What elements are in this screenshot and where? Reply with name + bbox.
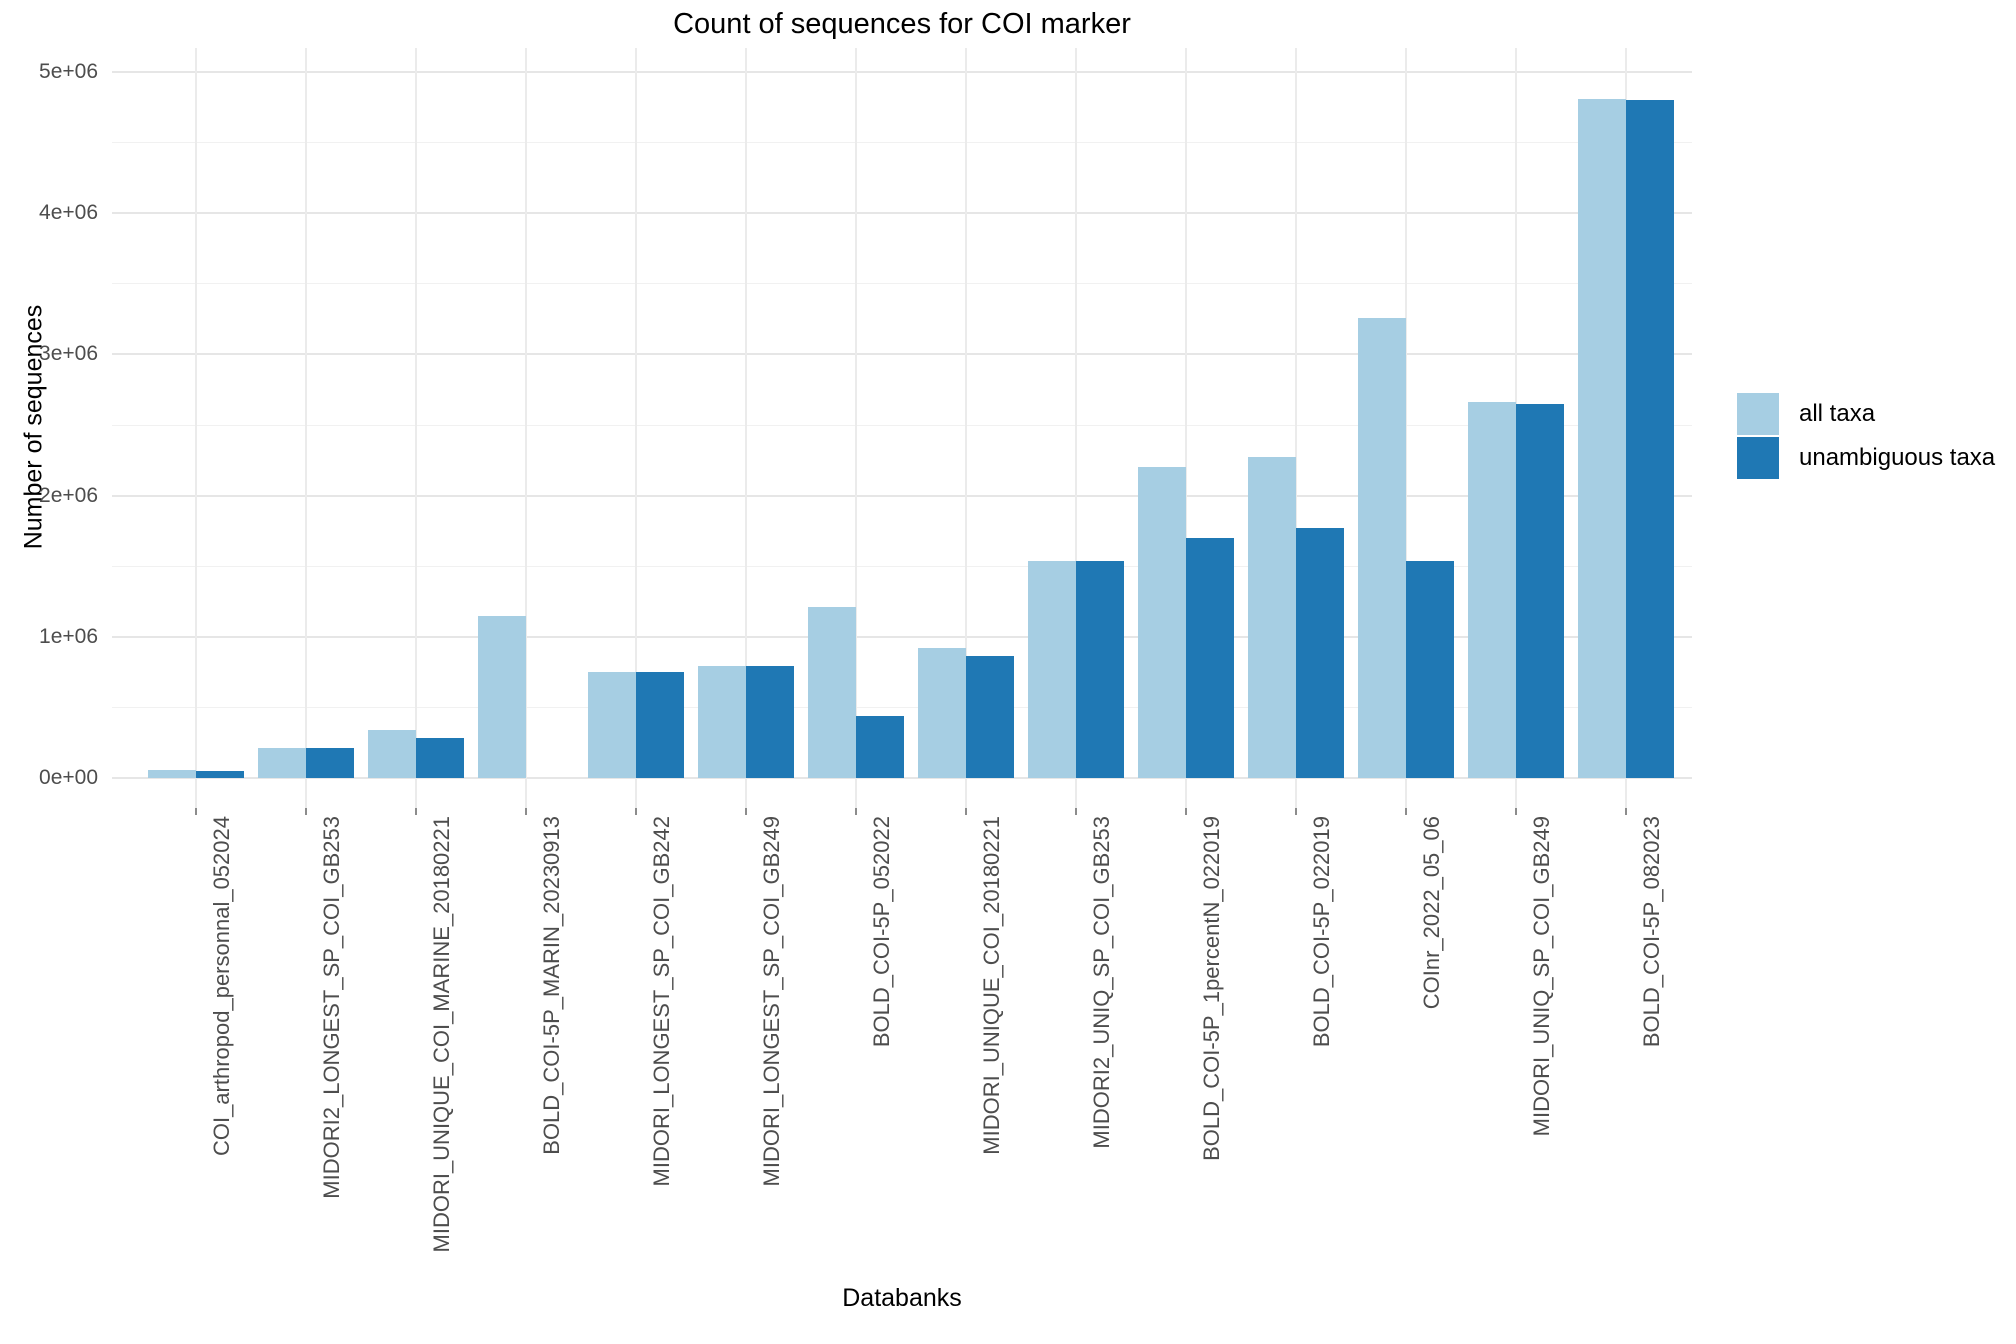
bar-all-taxa xyxy=(477,615,526,778)
x-axis-tick xyxy=(194,808,197,815)
x-axis-tick xyxy=(1074,808,1077,815)
bar-all-taxa xyxy=(1027,560,1076,778)
x-tick-label: MIDORI_LONGEST_SP_COI_GB249 xyxy=(758,816,784,1187)
x-axis-tick xyxy=(634,808,637,815)
legend-label-all-taxa: all taxa xyxy=(1799,400,1876,427)
x-axis-title: Databanks xyxy=(842,1284,962,1312)
gridline-minor xyxy=(112,142,1692,144)
bar-all-taxa xyxy=(1577,98,1626,778)
y-tick-label: 5e+06 xyxy=(39,60,98,83)
gridline-minor xyxy=(112,706,1692,708)
x-axis-tick xyxy=(1404,808,1407,815)
x-axis-tick xyxy=(524,808,527,815)
gridline-vertical xyxy=(964,48,967,808)
bar-unambiguous-taxa xyxy=(415,737,464,778)
bar-unambiguous-taxa xyxy=(635,672,684,778)
gridline-minor xyxy=(112,565,1692,567)
bar-unambiguous-taxa xyxy=(965,655,1014,778)
x-axis-tick xyxy=(1514,808,1517,815)
gridline-vertical xyxy=(744,48,747,808)
x-tick-label: BOLD_COI-5P_022019 xyxy=(1308,816,1334,1048)
bar-all-taxa xyxy=(697,666,746,778)
bar-unambiguous-taxa xyxy=(1185,537,1234,778)
x-axis-tick xyxy=(854,808,857,815)
x-tick-label: BOLD_COI-5P_1percentN_022019 xyxy=(1198,816,1224,1161)
gridline-vertical xyxy=(194,48,197,808)
x-tick-label: MIDORI_UNIQUE_COI_20180221 xyxy=(978,816,1004,1155)
y-tick-label: 2e+06 xyxy=(39,483,98,507)
legend-swatch-all-taxa xyxy=(1737,393,1779,435)
bar-all-taxa xyxy=(1247,457,1296,778)
bar-all-taxa xyxy=(807,607,856,778)
gridline-major xyxy=(112,212,1692,215)
bar-unambiguous-taxa xyxy=(305,748,354,778)
x-tick-label: BOLD_COI-5P_082023 xyxy=(1638,816,1664,1048)
gridline-major xyxy=(112,635,1692,638)
legend-label-unambiguous-taxa: unambiguous taxa xyxy=(1799,444,1996,471)
gridline-vertical xyxy=(1294,48,1297,808)
bar-unambiguous-taxa xyxy=(1405,560,1454,778)
gridline-vertical xyxy=(634,48,637,808)
bar-all-taxa xyxy=(257,748,306,778)
gridline-major xyxy=(112,777,1692,779)
gridline-vertical xyxy=(1074,48,1077,808)
y-tick-label: 3e+06 xyxy=(39,342,98,366)
x-axis-tick xyxy=(964,808,967,815)
bar-all-taxa xyxy=(1357,317,1406,778)
x-tick-label: BOLD_COI-5P_052022 xyxy=(868,816,894,1048)
gridline-minor xyxy=(112,283,1692,285)
bar-unambiguous-taxa xyxy=(195,771,244,778)
bar-all-taxa xyxy=(917,648,966,778)
gridline-major xyxy=(112,71,1692,73)
bar-unambiguous-taxa xyxy=(855,715,904,778)
bar-all-taxa xyxy=(1137,467,1186,778)
x-tick-label: MIDORI2_LONGEST_SP_COI_GB253 xyxy=(318,816,344,1199)
gridline-major xyxy=(112,353,1692,356)
bar-unambiguous-taxa xyxy=(1625,100,1674,778)
gridline-minor xyxy=(112,424,1692,426)
bar-unambiguous-taxa xyxy=(1295,528,1344,778)
legend-item-all-taxa: all taxa xyxy=(1737,393,1995,435)
x-axis-tick xyxy=(304,808,307,815)
x-axis-tick xyxy=(1294,808,1297,815)
bar-unambiguous-taxa xyxy=(1075,560,1124,778)
gridline-vertical xyxy=(304,48,307,808)
x-tick-label: COInr_2022_05_06 xyxy=(1418,816,1444,1010)
bar-all-taxa xyxy=(587,672,636,778)
x-tick-label: MIDORI2_UNIQ_SP_COI_GB253 xyxy=(1088,816,1114,1149)
x-axis-tick xyxy=(1624,808,1627,815)
y-tick-label: 0e+00 xyxy=(39,766,98,789)
x-tick-label: MIDORI_UNIQUE_COI_MARINE_20180221 xyxy=(428,816,454,1253)
gridline-vertical xyxy=(854,48,857,808)
gridline-vertical xyxy=(414,48,417,808)
legend-item-unambiguous-taxa: unambiguous taxa xyxy=(1737,437,1995,479)
y-tick-label: 1e+06 xyxy=(39,624,98,648)
x-tick-label: BOLD_COI-5P_MARIN_20230913 xyxy=(538,816,564,1155)
chart-title: Count of sequences for COI marker xyxy=(673,8,1131,40)
gridline-vertical xyxy=(1184,48,1187,808)
gridline-vertical xyxy=(1404,48,1407,808)
bar-all-taxa xyxy=(147,769,196,778)
bar-unambiguous-taxa xyxy=(745,666,794,778)
x-tick-label: COI_arthropod_personnal_052024 xyxy=(208,816,234,1157)
legend-swatch-unambiguous-taxa xyxy=(1737,437,1779,479)
gridline-vertical xyxy=(524,48,527,808)
gridline-major xyxy=(112,494,1692,497)
x-axis-tick xyxy=(744,808,747,815)
y-tick-label: 4e+06 xyxy=(39,201,98,225)
bar-unambiguous-taxa xyxy=(1515,403,1564,778)
bar-all-taxa xyxy=(367,729,416,778)
bar-all-taxa xyxy=(1467,402,1516,778)
x-tick-label: MIDORI_LONGEST_SP_COI_GB242 xyxy=(648,816,674,1187)
x-axis-tick xyxy=(1184,808,1187,815)
x-axis-tick xyxy=(414,808,417,815)
x-tick-label: MIDORI_UNIQ_SP_COI_GB249 xyxy=(1528,816,1554,1137)
legend: all taxa unambiguous taxa xyxy=(1737,393,1995,481)
